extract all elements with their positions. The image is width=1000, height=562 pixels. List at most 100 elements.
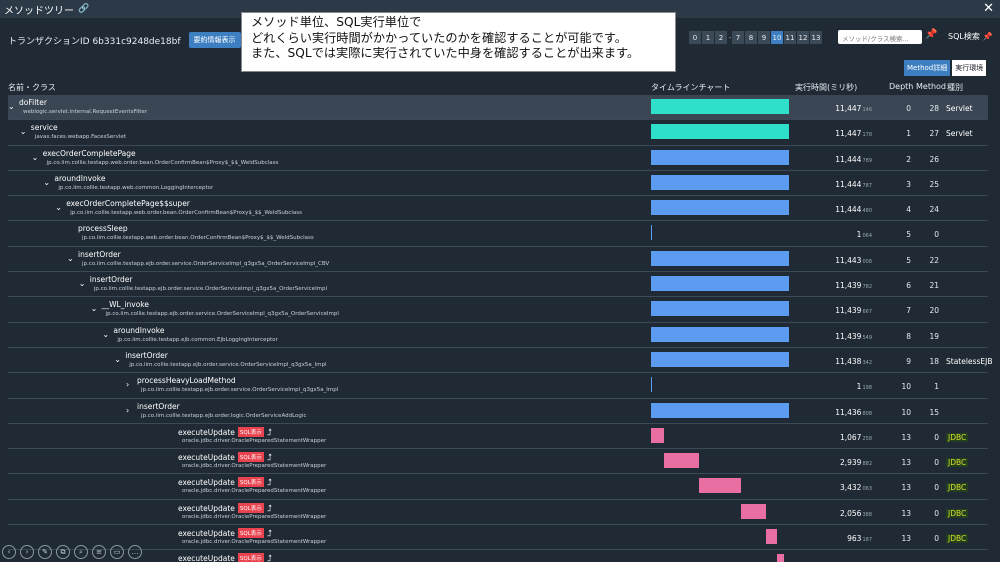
chevron-down-icon[interactable]: ⌄: [67, 253, 74, 263]
depth-button-11[interactable]: 11: [784, 31, 796, 44]
exec-time-fraction: 787: [862, 182, 872, 189]
depth-button-0[interactable]: 0: [689, 31, 701, 44]
exec-env-button[interactable]: 実行環境: [952, 60, 987, 76]
class-name: oracle.jdbc.driver.OraclePreparedStateme…: [182, 463, 327, 470]
table-row[interactable]: executeUpdate SQL表示 ⮥ oracle.jdbc.driver.Or…: [8, 424, 988, 450]
col-timeline: タイムラインチャート: [651, 83, 731, 92]
method-detail-button[interactable]: Method詳細: [904, 60, 951, 76]
table-row[interactable]: ⌄ service javax.faces.webapp.FacesServlet 1…: [8, 120, 988, 146]
table-row[interactable]: ⌄ __WL_invoke jp.co.iim.collie.testapp.ejb…: [8, 297, 988, 323]
chevron-down-icon[interactable]: ⌄: [102, 329, 110, 339]
prev-icon[interactable]: ‹: [2, 545, 16, 559]
copy-icon[interactable]: ⧉: [56, 545, 70, 559]
table-row[interactable]: executeUpdate SQL表示 ⮥: [8, 550, 988, 562]
exec-time-fraction: 178: [862, 132, 872, 139]
sql-view-button[interactable]: SQL表示: [237, 477, 264, 488]
exec-time: 11,436808: [835, 408, 872, 417]
chevron-down-icon[interactable]: ⌄: [31, 152, 39, 162]
method-name: service: [31, 123, 58, 132]
class-name: jp.co.iim.collie.testapp.ejb.order.servi…: [105, 311, 339, 318]
chevron-down-icon[interactable]: ⌄: [19, 127, 27, 137]
method-count: 22: [929, 255, 939, 265]
table-row[interactable]: › insertOrder jp.co.iim.collie.testapp.ejb…: [8, 399, 988, 424]
table-row[interactable]: ⌄ execOrderCompletePage jp.co.iim.collie.t…: [8, 146, 988, 171]
timeline-bar: [651, 250, 789, 266]
depth-button-10[interactable]: 10: [771, 31, 783, 44]
chevron-down-icon[interactable]: ⌄: [114, 354, 121, 364]
chevron-down-icon[interactable]: ⌄: [78, 279, 86, 289]
jump-icon[interactable]: ⮥: [266, 478, 273, 489]
table-row[interactable]: ⌄ aroundInvoke jp.co.iim.collie.testapp.ej…: [8, 323, 988, 348]
jump-icon[interactable]: ⮥: [266, 554, 273, 562]
depth-value: 1: [906, 129, 911, 139]
exec-time: 1,067258: [840, 433, 872, 442]
method-count: 0: [934, 534, 939, 544]
exec-time-ms: 11,444: [835, 179, 862, 189]
table-row[interactable]: executeUpdate SQL表示 ⮥ oracle.jdbc.driver.Or…: [8, 449, 988, 475]
edit-icon[interactable]: ✎: [38, 545, 52, 559]
summary-button[interactable]: 要約情報表示: [188, 32, 241, 48]
screen-icon[interactable]: ▭: [110, 545, 124, 559]
table-row[interactable]: ⌄ insertOrder jp.co.iim.collie.testapp.ejb…: [8, 348, 992, 374]
annotation-callout: メソッド単位、SQL実行単位で どれくらい実行時間がかかっていたのかを確認するこ…: [241, 12, 676, 72]
depth-button-1[interactable]: 1: [702, 31, 714, 44]
depth-button-7[interactable]: 7: [732, 31, 744, 44]
zoom-icon[interactable]: ⌕: [74, 545, 88, 559]
method-count: 28: [929, 104, 939, 113]
chevron-right-icon[interactable]: ›: [126, 380, 130, 390]
timeline-bar: [651, 276, 789, 292]
method-count: 0: [934, 508, 939, 518]
sql-view-button[interactable]: SQL表示: [237, 426, 264, 437]
exec-time: 11,438342: [835, 357, 872, 366]
exec-time: 11,447146: [835, 104, 872, 113]
sql-view-button[interactable]: SQL表示: [237, 553, 264, 562]
depth-value: 0: [906, 104, 911, 113]
depth-button-12[interactable]: 12: [797, 31, 809, 44]
class-name: jp.co.iim.collie.testapp.web.order.bean.…: [46, 159, 279, 166]
table-row[interactable]: ⌄ execOrderCompletePage$$super jp.co.iim.c…: [8, 196, 988, 222]
method-class-search-input[interactable]: メソッド/クラス検索...: [838, 30, 922, 44]
sql-view-button[interactable]: SQL表示: [237, 528, 264, 539]
sql-search-button[interactable]: SQL検索 📌: [948, 31, 993, 42]
method-name-text: executeUpdate: [178, 478, 235, 488]
exec-time-ms: 11,439: [835, 306, 862, 316]
depth-button-8[interactable]: 8: [745, 31, 757, 44]
close-icon[interactable]: ✕: [983, 1, 994, 16]
table-row[interactable]: processSleep jp.co.iim.collie.testapp.web…: [8, 221, 988, 247]
jump-icon[interactable]: ⮥: [266, 529, 273, 540]
chevron-down-icon[interactable]: ⌄: [8, 102, 15, 111]
chevron-right-icon[interactable]: ›: [126, 405, 130, 415]
exec-time-fraction: 258: [862, 435, 872, 442]
list-icon[interactable]: ≡: [92, 545, 106, 559]
method-name: insertOrder: [137, 402, 180, 411]
table-row[interactable]: ⌄ insertOrder jp.co.iim.collie.testapp.ejb…: [8, 247, 988, 273]
pin-icon[interactable]: 📌: [925, 29, 938, 40]
table-row[interactable]: ⌄ doFilter weblogic.servlet.internal.Reque…: [8, 95, 988, 121]
depth-button-2[interactable]: 2: [715, 31, 727, 44]
sql-view-button[interactable]: SQL表示: [237, 502, 264, 513]
method-name-text: executeUpdate: [178, 503, 235, 513]
table-row[interactable]: executeUpdate SQL表示 ⮥ oracle.jdbc.driver.Or…: [8, 474, 988, 500]
table-row[interactable]: executeUpdate SQL表示 ⮥ oracle.jdbc.driver.Or…: [8, 525, 988, 551]
more-icon[interactable]: …: [128, 545, 142, 559]
depth-button-13[interactable]: 13: [810, 31, 822, 44]
depth-button-9[interactable]: 9: [758, 31, 770, 44]
next-icon[interactable]: ›: [20, 545, 34, 559]
exec-time-fraction: 146: [862, 107, 872, 113]
link-icon[interactable]: 🔗: [78, 4, 90, 14]
jump-icon[interactable]: ⮥: [266, 427, 273, 438]
chevron-down-icon[interactable]: ⌄: [55, 203, 62, 213]
chevron-down-icon[interactable]: ⌄: [90, 304, 98, 314]
chevron-down-icon[interactable]: ⌄: [43, 177, 51, 187]
table-row[interactable]: ⌄ aroundInvoke jp.co.iim.collie.testapp.we…: [8, 171, 988, 197]
table-row[interactable]: executeUpdate SQL表示 ⮥ oracle.jdbc.driver.Or…: [8, 500, 988, 526]
sql-view-button[interactable]: SQL表示: [237, 452, 264, 463]
jump-icon[interactable]: ⮥: [266, 453, 273, 464]
col-depth: Depth: [889, 82, 914, 91]
table-row[interactable]: › processHeavyLoadMethod jp.co.iim.collie.…: [8, 373, 988, 399]
table-row[interactable]: ⌄ insertOrder jp.co.iim.collie.testapp.ejb…: [8, 272, 988, 298]
class-name: jp.co.iim.collie.testapp.ejb.order.servi…: [93, 286, 328, 293]
method-count: 0: [934, 458, 939, 468]
jump-icon[interactable]: ⮥: [266, 503, 273, 514]
kind-badge: JDBC: [946, 483, 969, 493]
